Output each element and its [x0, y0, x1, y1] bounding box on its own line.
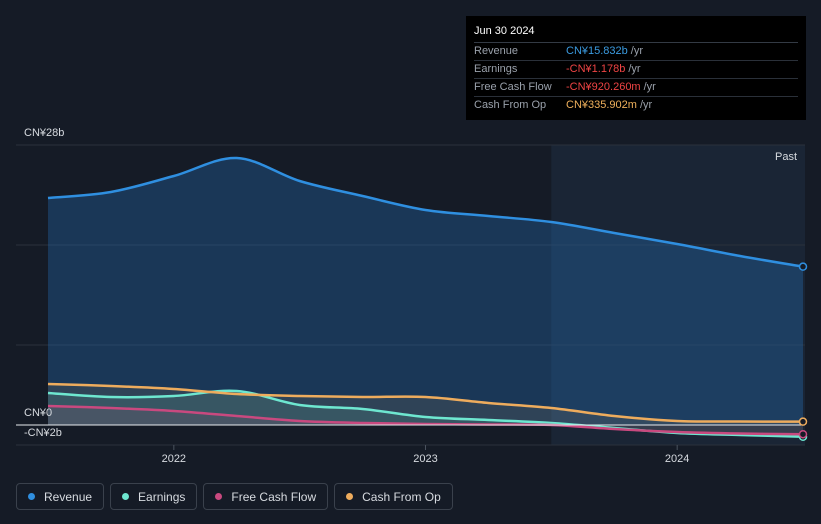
revenue-area	[48, 157, 803, 425]
y-axis-bottom-label: -CN¥2b	[24, 427, 62, 439]
y-axis-zero-label: CN¥0	[24, 407, 52, 419]
legend-label: Cash From Op	[362, 489, 441, 504]
legend-item-revenue[interactable]: Revenue	[16, 483, 105, 510]
tooltip-unit: /yr	[630, 45, 644, 57]
gridlines	[16, 144, 805, 446]
legend-dot-icon	[215, 493, 223, 500]
tooltip-unit: /yr	[639, 99, 653, 111]
y-axis-top-label: CN¥28b	[24, 127, 64, 139]
tooltip-row-cash-from-op: Cash From Op CN¥335.902m /yr	[474, 97, 798, 114]
legend-item-free-cash-flow[interactable]: Free Cash Flow	[203, 483, 329, 510]
x-tick-label: 2024	[665, 453, 689, 465]
tooltip-unit: /yr	[643, 81, 656, 93]
legend-item-cash-from-op[interactable]: Cash From Op	[334, 483, 453, 510]
legend-label: Earnings	[138, 489, 186, 504]
tooltip-label: Cash From Op	[474, 99, 547, 111]
x-tick-label: 2022	[162, 453, 186, 465]
legend-item-earnings[interactable]: Earnings	[110, 483, 198, 510]
series-lines	[47, 156, 804, 439]
legend-dot-icon	[28, 493, 35, 500]
x-axis-ticks: 2022 2023 2024	[162, 445, 689, 465]
legend-dot-icon	[122, 493, 130, 500]
legend-label: Revenue	[44, 489, 93, 504]
chart-legend: Revenue Earnings Free Cash Flow Cash Fro…	[16, 483, 453, 510]
tooltip-label: Revenue	[474, 45, 519, 57]
tooltip-value: CN¥335.902m	[566, 99, 637, 111]
tooltip-label: Free Cash Flow	[474, 81, 552, 93]
cash-from-op-line	[47, 382, 804, 423]
cash-from-op-endpoint	[798, 417, 808, 426]
legend-label: Free Cash Flow	[231, 489, 317, 504]
revenue-endpoint	[798, 262, 808, 271]
free-cash-flow-endpoint	[798, 429, 808, 439]
tooltip-row-earnings: Earnings -CN¥1.178b /yr	[474, 61, 798, 79]
tooltip-row-free-cash-flow: Free Cash Flow -CN¥920.260m /yr	[474, 79, 798, 97]
tooltip-label: Earnings	[474, 63, 518, 75]
free-cash-flow-line	[47, 404, 804, 436]
tooltip-value: CN¥15.832b	[566, 45, 628, 57]
tooltip-value: -CN¥1.178b	[566, 63, 626, 75]
legend-dot-icon	[346, 493, 354, 500]
past-label: Past	[775, 151, 797, 163]
series-endpoints	[798, 262, 808, 442]
tooltip-unit: /yr	[628, 63, 641, 75]
tooltip-value: -CN¥920.260m	[566, 81, 641, 93]
past-region	[551, 145, 805, 445]
tooltip-panel: Jun 30 2024 Revenue CN¥15.832b /yr Earni…	[466, 16, 806, 120]
tooltip-row-revenue: Revenue CN¥15.832b /yr	[474, 43, 798, 61]
revenue-line	[47, 156, 804, 268]
x-tick-label: 2023	[413, 453, 437, 465]
tooltip-date: Jun 30 2024	[474, 24, 798, 43]
